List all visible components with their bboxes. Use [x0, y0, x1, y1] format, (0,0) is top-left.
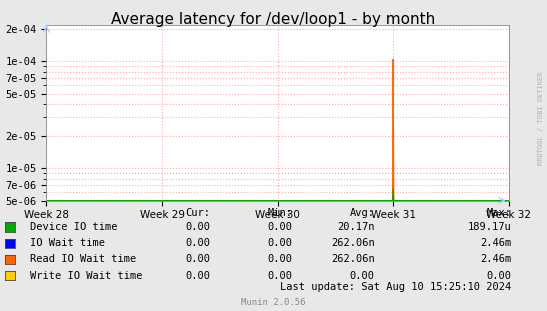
Text: 0.00: 0.00: [350, 271, 375, 281]
Text: IO Wait time: IO Wait time: [30, 238, 105, 248]
Text: Cur:: Cur:: [185, 208, 211, 218]
Text: 20.17n: 20.17n: [337, 222, 375, 232]
Text: 0.00: 0.00: [267, 222, 293, 232]
Text: 2.46m: 2.46m: [480, 254, 511, 264]
Text: 262.06n: 262.06n: [331, 238, 375, 248]
Text: 2.46m: 2.46m: [480, 238, 511, 248]
Text: 262.06n: 262.06n: [331, 254, 375, 264]
Text: 0.00: 0.00: [267, 271, 293, 281]
Text: 0.00: 0.00: [185, 222, 211, 232]
Text: 0.00: 0.00: [486, 271, 511, 281]
Y-axis label: seconds: seconds: [0, 91, 3, 134]
Text: Read IO Wait time: Read IO Wait time: [30, 254, 136, 264]
Text: Max:: Max:: [486, 208, 511, 218]
Text: Device IO time: Device IO time: [30, 222, 118, 232]
Text: Min:: Min:: [267, 208, 293, 218]
Text: Write IO Wait time: Write IO Wait time: [30, 271, 143, 281]
Text: 0.00: 0.00: [267, 238, 293, 248]
Text: Munin 2.0.56: Munin 2.0.56: [241, 298, 306, 307]
Text: RRDTOOL / TOBI OETIKER: RRDTOOL / TOBI OETIKER: [538, 72, 544, 165]
Text: 0.00: 0.00: [185, 254, 211, 264]
Text: 0.00: 0.00: [185, 271, 211, 281]
Text: 0.00: 0.00: [185, 238, 211, 248]
Text: Last update: Sat Aug 10 15:25:10 2024: Last update: Sat Aug 10 15:25:10 2024: [280, 282, 511, 292]
Text: 0.00: 0.00: [267, 254, 293, 264]
Text: 189.17u: 189.17u: [468, 222, 511, 232]
Text: Avg:: Avg:: [350, 208, 375, 218]
Text: Average latency for /dev/loop1 - by month: Average latency for /dev/loop1 - by mont…: [112, 12, 435, 27]
